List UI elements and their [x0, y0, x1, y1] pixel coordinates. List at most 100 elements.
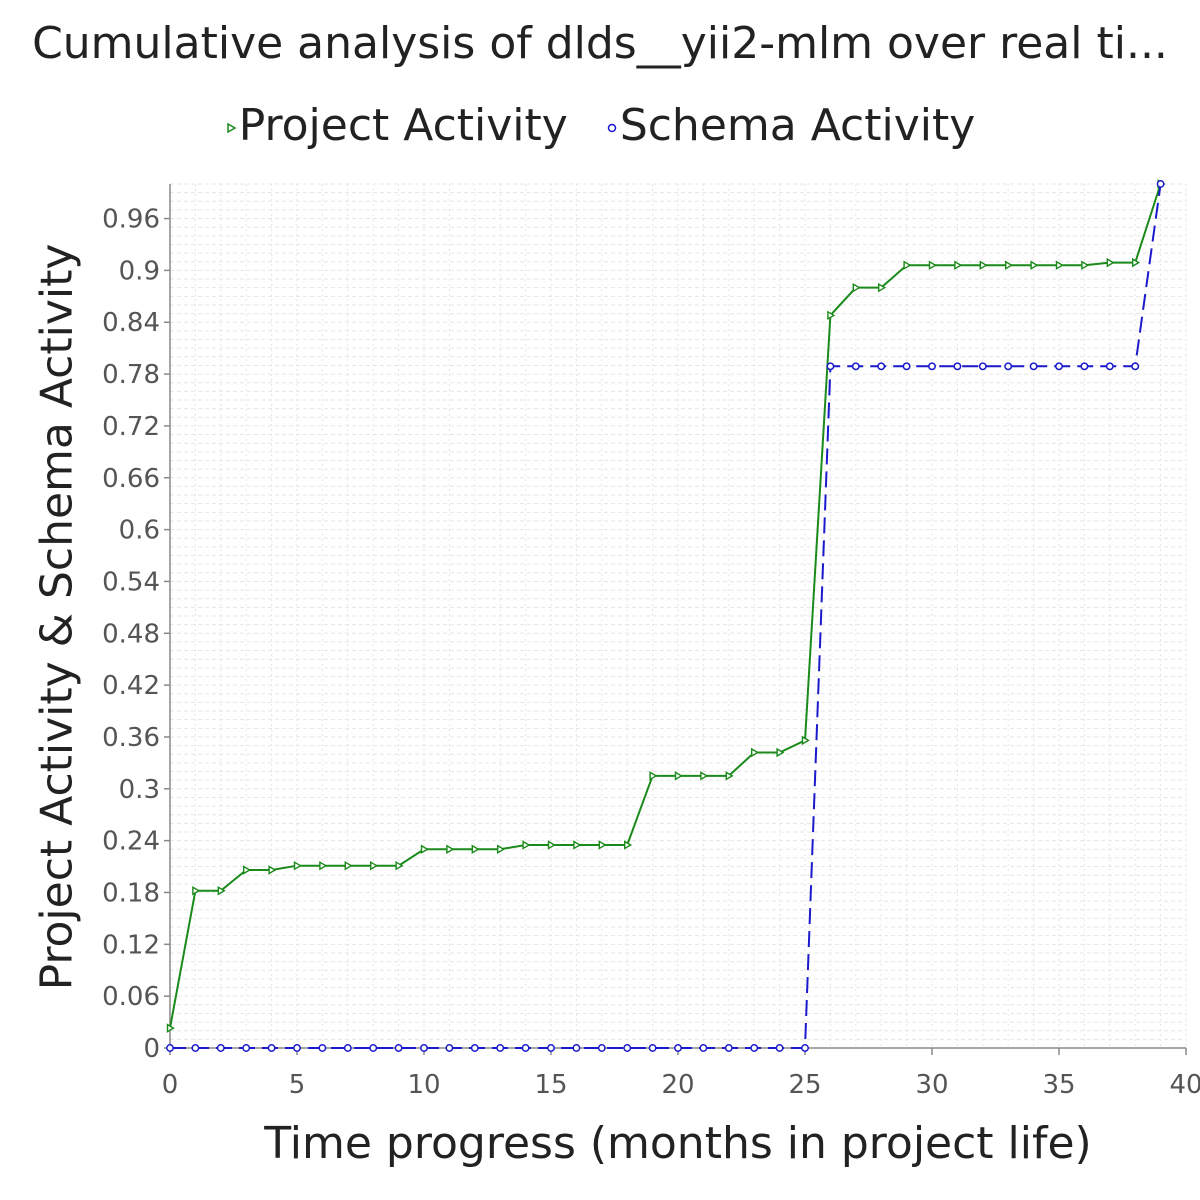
y-tick-label: 0.6: [119, 516, 160, 546]
data-point-project-activity: [1005, 260, 1014, 270]
data-point-project-activity: [649, 771, 658, 781]
data-point-schema-activity: [470, 1044, 479, 1052]
data-point-project-activity: [293, 860, 302, 871]
x-tick-label: 10: [407, 1070, 440, 1100]
data-point-schema-activity: [928, 362, 936, 371]
data-point-project-activity: [319, 860, 328, 871]
data-point-schema-activity: [496, 1044, 505, 1052]
grid-lines: [169, 183, 1187, 1049]
data-point-schema-activity: [369, 1044, 378, 1052]
data-point-project-activity: [700, 771, 709, 781]
data-point-schema-activity: [801, 1044, 809, 1052]
data-point-project-activity: [979, 260, 988, 270]
chart-legend: Project Activity Schema Activity: [0, 100, 1200, 151]
data-point-project-activity: [166, 1023, 175, 1033]
data-point-project-activity: [547, 840, 556, 850]
x-tick-label: 5: [289, 1070, 306, 1100]
data-point-project-activity: [446, 844, 455, 854]
y-tick-label: 0.54: [102, 567, 160, 597]
series-line-project-activity: [169, 183, 1162, 1029]
y-tick-label: 0.72: [102, 412, 160, 442]
data-point-project-activity: [903, 260, 912, 270]
data-point-schema-activity: [547, 1044, 555, 1052]
y-tick-label: 0.24: [102, 827, 160, 857]
data-point-project-activity: [370, 860, 379, 871]
chart-title: Cumulative analysis of dlds__yii2-mlm ov…: [32, 18, 1168, 69]
data-point-project-activity: [344, 860, 353, 871]
x-tick-label: 15: [534, 1070, 567, 1100]
data-point-project-activity: [242, 865, 252, 875]
tick-labels: 0 0.06 0.12 0.18 0.24 0.3 0.36 0.42 0.48 0.54 0.6 0…: [102, 205, 1200, 1100]
data-point-schema-activity: [877, 362, 886, 371]
y-tick-label: 0.84: [102, 308, 160, 338]
data-point-schema-activity: [750, 1044, 759, 1052]
data-point-project-activity: [522, 840, 531, 850]
circle-marker-icon: [607, 123, 617, 133]
data-point-project-activity: [1106, 257, 1115, 268]
data-point-schema-activity: [1029, 362, 1038, 371]
y-tick-label: 0.66: [102, 464, 160, 494]
data-point-project-activity: [217, 886, 226, 896]
data-point-project-activity: [1131, 257, 1141, 268]
data-point-project-activity: [598, 840, 607, 850]
data-point-schema-activity: [1105, 362, 1114, 371]
data-point-schema-activity: [318, 1044, 327, 1052]
x-axis-label: Time progress (months in project life): [264, 1118, 1092, 1169]
data-point-schema-activity: [648, 1044, 657, 1052]
data-point-project-activity: [420, 844, 429, 854]
data-point-project-activity: [928, 260, 937, 270]
data-point-schema-activity: [902, 362, 911, 371]
data-point-schema-activity: [267, 1044, 276, 1052]
y-tick-label: 0.48: [102, 619, 160, 649]
series-layer: [166, 179, 1166, 1052]
data-point-project-activity: [801, 735, 810, 746]
data-point-project-activity: [751, 747, 760, 758]
y-tick-label: 0.06: [102, 982, 160, 1012]
data-point-project-activity: [192, 886, 201, 896]
y-axis-label: Project Activity & Schema Activity: [31, 243, 83, 991]
y-tick-label: 0.36: [102, 723, 160, 753]
data-point-project-activity: [954, 260, 963, 270]
data-point-schema-activity: [420, 1044, 428, 1052]
legend-label-project-activity: Project Activity: [238, 100, 568, 151]
data-point-schema-activity: [674, 1044, 682, 1052]
y-tick-label: 0.96: [102, 205, 160, 235]
data-point-schema-activity: [1156, 180, 1165, 188]
triangle-marker-icon: [226, 122, 237, 134]
data-point-schema-activity: [394, 1044, 403, 1052]
x-tick-label: 40: [1169, 1070, 1200, 1100]
y-tick-label: 0.42: [102, 671, 160, 701]
data-point-project-activity: [1055, 260, 1064, 270]
data-point-schema-activity: [216, 1044, 225, 1052]
data-point-project-activity: [624, 840, 633, 850]
data-point-schema-activity: [953, 362, 962, 371]
data-point-schema-activity: [521, 1044, 530, 1052]
data-point-project-activity: [395, 860, 404, 871]
x-tick-label: 35: [1042, 1070, 1075, 1100]
data-point-project-activity: [827, 310, 836, 321]
data-point-schema-activity: [699, 1044, 708, 1052]
data-point-schema-activity: [242, 1044, 251, 1052]
data-point-project-activity: [852, 282, 861, 293]
data-point-schema-activity: [343, 1044, 352, 1052]
data-point-schema-activity: [826, 362, 835, 371]
data-point-schema-activity: [191, 1044, 200, 1052]
data-point-project-activity: [573, 840, 582, 850]
legend-item-schema-activity: Schema Activity: [606, 100, 975, 151]
data-point-project-activity: [725, 771, 734, 781]
data-point-project-activity: [497, 844, 506, 854]
data-point-schema-activity: [166, 1044, 174, 1052]
x-tick-label: 20: [661, 1070, 694, 1100]
y-tick-label: 0.12: [102, 930, 160, 960]
y-tick-label: 0.18: [102, 878, 160, 908]
data-point-schema-activity: [1080, 362, 1089, 371]
data-point-project-activity: [776, 747, 785, 758]
y-tick-label: 0.9: [119, 256, 160, 286]
data-point-project-activity: [1081, 260, 1090, 270]
axes: [164, 184, 1187, 1055]
legend-label-schema-activity: Schema Activity: [619, 100, 976, 151]
legend-item-project-activity: Project Activity: [225, 100, 568, 151]
x-tick-label: 25: [788, 1070, 821, 1100]
data-point-schema-activity: [572, 1044, 581, 1052]
data-point-schema-activity: [775, 1044, 784, 1052]
